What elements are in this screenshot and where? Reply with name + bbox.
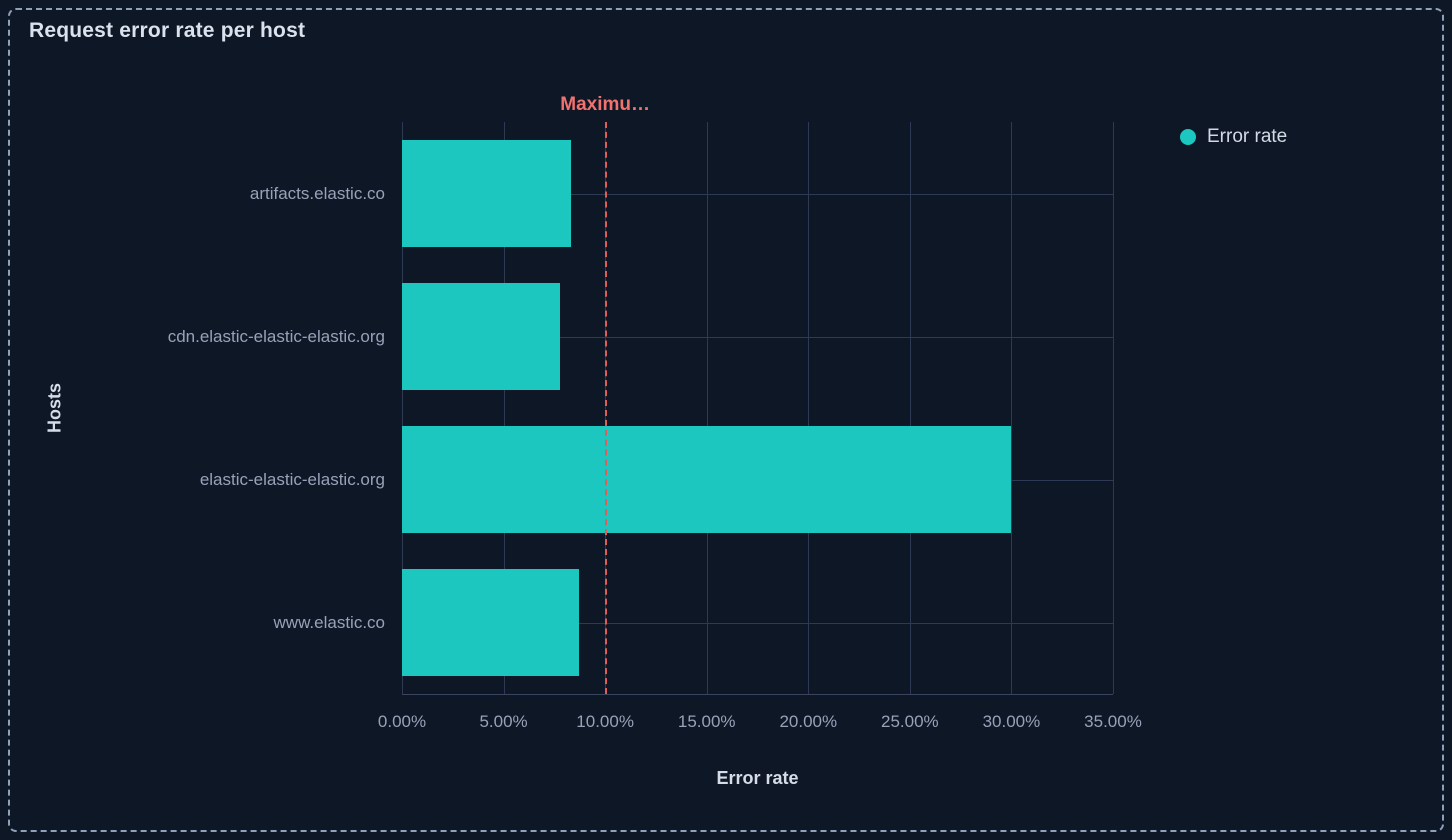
plot-area: Maximu…: [402, 94, 1114, 695]
bar-www.elastic.co[interactable]: [402, 569, 579, 676]
vertical-gridline: [808, 122, 810, 694]
x-tick-label: 35.00%: [1084, 712, 1142, 731]
vertical-gridline: [909, 122, 911, 694]
vertical-gridline: [1113, 122, 1114, 694]
x-axis-title: Error rate: [716, 768, 799, 788]
x-tick-label: 10.00%: [576, 712, 634, 731]
legend-circle-icon: [1180, 129, 1196, 145]
y-category-label: cdn.elastic-elastic-elastic.org: [167, 327, 385, 346]
vertical-gridline: [1011, 122, 1013, 694]
vertical-gridline: [706, 122, 708, 694]
x-tick-label: 15.00%: [677, 712, 736, 731]
bar-artifacts.elastic.co[interactable]: [402, 140, 571, 247]
horizontal-gridline: [402, 194, 1113, 195]
threshold-annotation-line: [605, 122, 608, 694]
y-category-label: elastic-elastic-elastic.org: [199, 470, 385, 489]
chart-title: Request error rate per host: [29, 19, 306, 42]
y-axis-category-labels: artifacts.elastic.co cdn.elastic-elastic-…: [0, 122, 385, 694]
horizontal-gridline: [402, 623, 1113, 624]
x-tick-label: 20.00%: [779, 712, 838, 731]
horizontal-gridline: [402, 337, 1113, 338]
bar-elastic-elastic-elastic.org[interactable]: [402, 426, 1012, 533]
vertical-gridline: [402, 122, 403, 694]
x-tick-label: 25.00%: [881, 712, 939, 731]
y-category-label: artifacts.elastic.co: [249, 184, 385, 203]
x-axis-tick-labels: 0.00% 5.00% 10.00% 15.00% 20.00% 25.00% 30.00%…: [378, 712, 1142, 736]
y-category-label: www.elastic.co: [273, 613, 385, 632]
x-tick-label: 0.00%: [377, 712, 427, 731]
x-tick-label: 5.00%: [479, 712, 528, 731]
vertical-gridline: [503, 122, 505, 694]
legend-item-error-rate[interactable]: Error rate: [1180, 126, 1287, 148]
x-axis-line: [402, 694, 1113, 695]
bar-cdn.elastic-elastic-elastic.org[interactable]: [402, 283, 561, 390]
x-tick-label: 30.00%: [982, 712, 1041, 731]
legend-label: Error rate: [1207, 126, 1288, 147]
threshold-annotation-label: Maximu…: [560, 94, 651, 115]
